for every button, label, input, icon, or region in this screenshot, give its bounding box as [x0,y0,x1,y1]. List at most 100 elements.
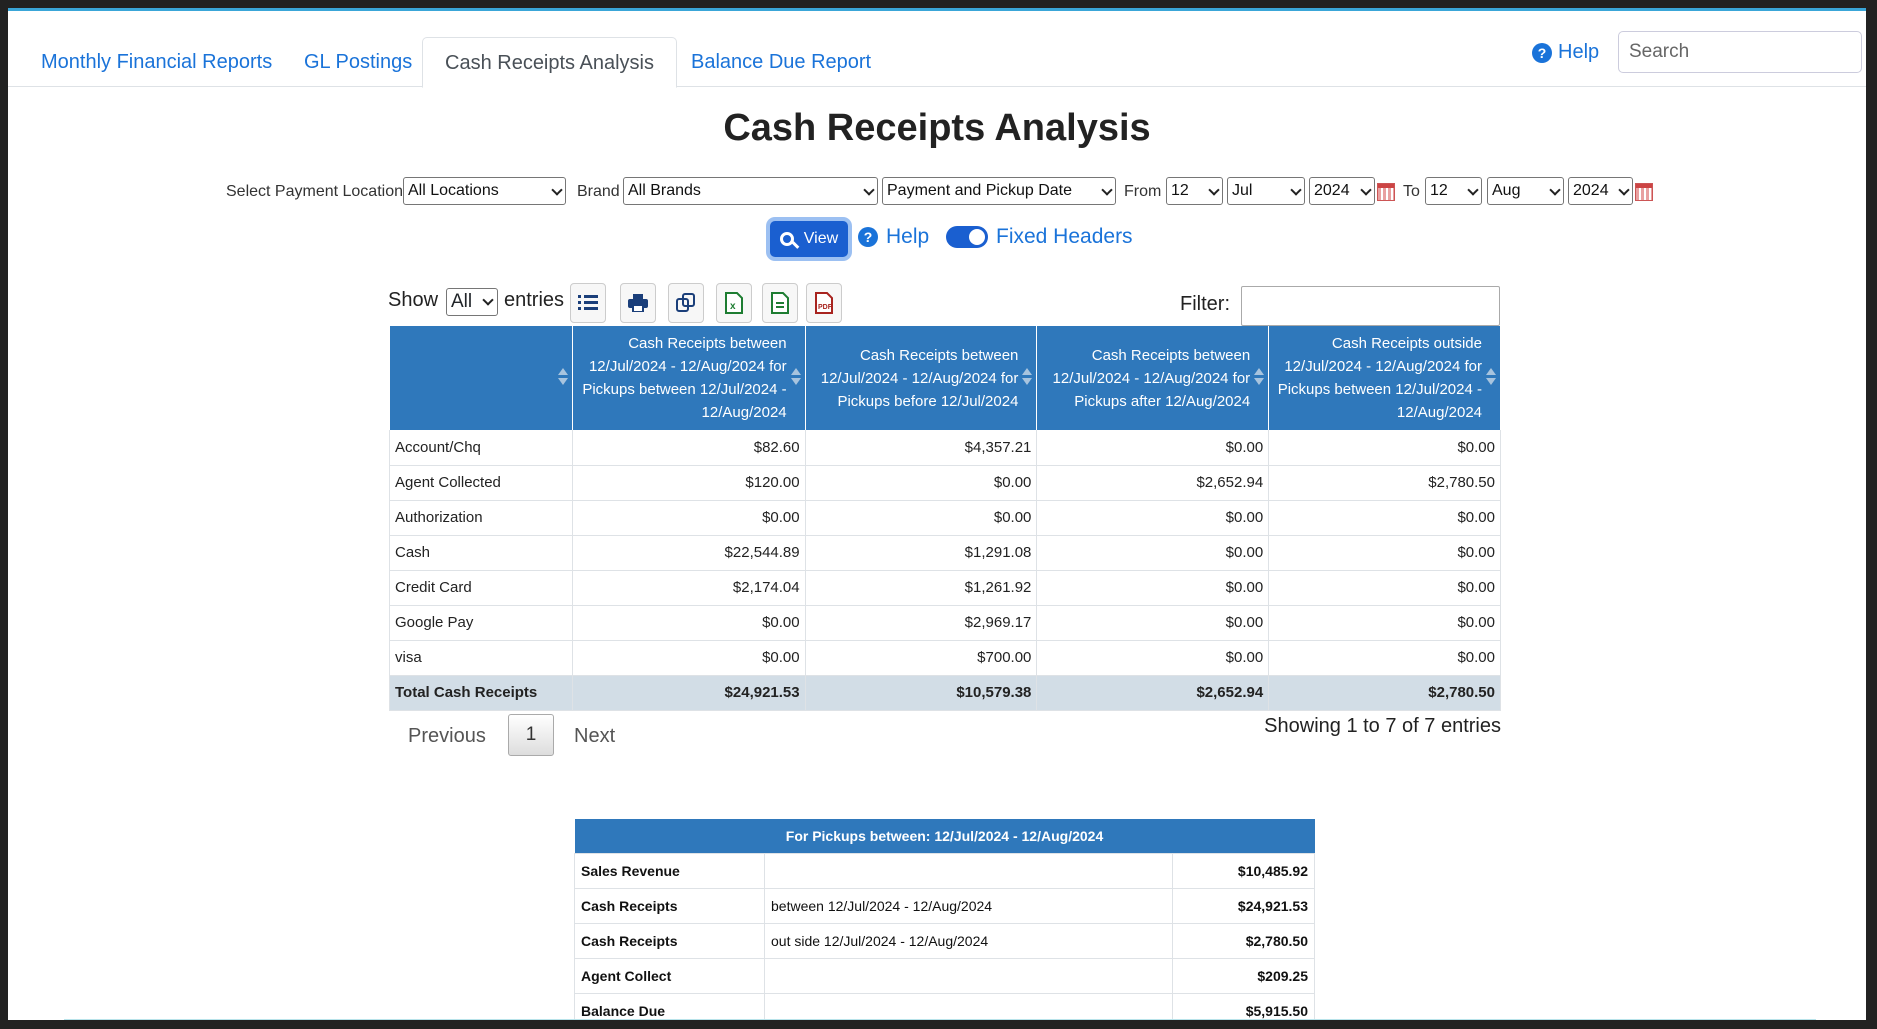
from-month-value: Jul [1232,182,1253,199]
from-year-value: 2024 [1314,182,1350,199]
brand-value: All Brands [628,182,701,199]
app-window: Monthly Financial Reports GL Postings Ca… [8,8,1866,1020]
summary-note [764,852,1173,889]
tab-monthly-financial-reports[interactable]: Monthly Financial Reports [41,51,273,73]
filter-input[interactable] [1241,286,1500,326]
from-year-select[interactable]: 2024 [1309,177,1375,205]
header-help-label: Help [1558,41,1600,63]
list-icon [578,295,598,310]
table-cell: Cash [389,535,573,571]
column-list-button[interactable] [570,283,606,323]
column-header-label: Cash Receipts between 12/Jul/2024 - 12/A… [820,346,1019,410]
table-cell: $1,291.08 [805,535,1038,571]
table-cell: $2,174.04 [572,570,806,606]
chevron-down-icon [482,294,494,306]
next-page-button[interactable]: Next [574,725,616,747]
tab-gl-postings[interactable]: GL Postings [304,51,413,73]
entries-info: Showing 1 to 7 of 7 entries [1264,715,1501,737]
toggle-switch[interactable] [946,226,988,248]
sort-icon [557,368,568,388]
previous-page-button[interactable]: Previous [408,725,486,747]
table-cell: $82.60 [572,430,806,466]
excel-icon: x [725,292,743,314]
table-row: Credit Card $2,174.04 $1,261.92 $0.00 $0.00 [389,570,1501,606]
table-cell: $2,652.94 [1036,465,1270,501]
pdf-export-button[interactable]: PDF [806,283,842,323]
table-header-row: Cash Receipts between 12/Jul/2024 - 12/A… [389,326,1501,430]
table-row: Balance Due $5,915.50 [574,992,1315,1020]
from-month-select[interactable]: Jul [1227,177,1305,205]
table-cell: $2,969.17 [805,605,1038,641]
chevron-down-icon [1618,184,1630,196]
column-header[interactable]: Cash Receipts outside 12/Jul/2024 - 12/A… [1268,326,1501,430]
table-cell: $0.00 [572,640,806,676]
entries-select[interactable]: All [446,288,498,316]
calendar-icon[interactable] [1377,183,1395,201]
table-row: Account/Chq $82.60 $4,357.21 $0.00 $0.00 [389,430,1501,466]
to-month-select[interactable]: Aug [1487,177,1564,205]
from-day-select[interactable]: 12 [1166,177,1223,205]
csv-export-button[interactable] [762,283,798,323]
table-cell: $0.00 [805,500,1038,536]
payment-location-select[interactable]: All Locations [403,177,566,205]
copy-button[interactable] [668,283,704,323]
column-header[interactable]: Cash Receipts between 12/Jul/2024 - 12/A… [805,326,1038,430]
fixed-headers-label: Fixed Headers [996,225,1133,248]
summary-table: For Pickups between: 12/Jul/2024 - 12/Au… [574,819,1315,1020]
table-cell: $0.00 [1036,535,1270,571]
question-icon: ? [1532,42,1552,63]
column-header[interactable]: Cash Receipts between 12/Jul/2024 - 12/A… [1036,326,1270,430]
date-type-select[interactable]: Payment and Pickup Date [882,177,1116,205]
table-cell: Credit Card [389,570,573,606]
header-help-link[interactable]: ? Help [1532,41,1599,64]
chevron-down-icon [1290,184,1302,196]
entries-select-value: All [451,291,473,312]
chevron-down-icon [1360,184,1372,196]
summary-value: $5,915.50 [1172,992,1315,1020]
view-button-label: View [803,230,839,247]
table-cell: $0.00 [572,500,806,536]
to-day-select[interactable]: 12 [1425,177,1482,205]
to-month-value: Aug [1492,182,1521,199]
show-label: Show [388,289,439,311]
sort-icon [790,368,801,388]
action-bar: View ? Help Fixed Headers [8,221,1866,257]
table-cell: $0.00 [1036,570,1270,606]
calendar-icon[interactable] [1635,183,1653,201]
brand-select[interactable]: All Brands [623,177,878,205]
column-header[interactable]: Cash Receipts between 12/Jul/2024 - 12/A… [572,326,806,430]
summary-value: $209.25 [1172,957,1315,994]
from-day-value: 12 [1171,182,1189,199]
table-cell: $0.00 [1036,605,1270,641]
table-cell: $0.00 [1268,430,1501,466]
report-help-label: Help [886,225,930,248]
table-cell: visa [389,640,573,676]
tab-balance-due-report[interactable]: Balance Due Report [691,51,872,73]
excel-export-button[interactable]: x [716,283,752,323]
column-header[interactable] [389,326,573,430]
page-title: Cash Receipts Analysis [723,107,1151,149]
question-icon: ? [858,227,878,247]
to-year-value: 2024 [1573,182,1609,199]
table-cell: $2,780.50 [1268,465,1501,501]
page-1-button[interactable]: 1 [508,714,554,756]
table-cell: $22,544.89 [572,535,806,571]
tab-cash-receipts-analysis[interactable]: Cash Receipts Analysis [422,37,677,88]
print-button[interactable] [620,283,656,323]
to-year-select[interactable]: 2024 [1568,177,1633,205]
summary-label: Balance Due [574,992,765,1020]
search-input[interactable] [1618,31,1862,73]
table-cell: $10,579.38 [805,675,1038,711]
report-help-link[interactable]: ? Help [858,225,929,249]
column-header-label: Cash Receipts between 12/Jul/2024 - 12/A… [1052,346,1251,410]
summary-value: $24,921.53 [1172,887,1315,924]
fixed-headers-toggle[interactable]: Fixed Headers [946,225,1133,249]
search-icon [779,232,794,246]
table-row: Authorization $0.00 $0.00 $0.00 $0.00 [389,500,1501,536]
summary-value: $10,485.92 [1172,852,1315,889]
view-button[interactable]: View [770,221,848,257]
sort-icon [1486,368,1496,388]
table-cell: $0.00 [1036,430,1270,466]
table-cell: Total Cash Receipts [389,675,573,711]
table-cell: $0.00 [1268,570,1501,606]
